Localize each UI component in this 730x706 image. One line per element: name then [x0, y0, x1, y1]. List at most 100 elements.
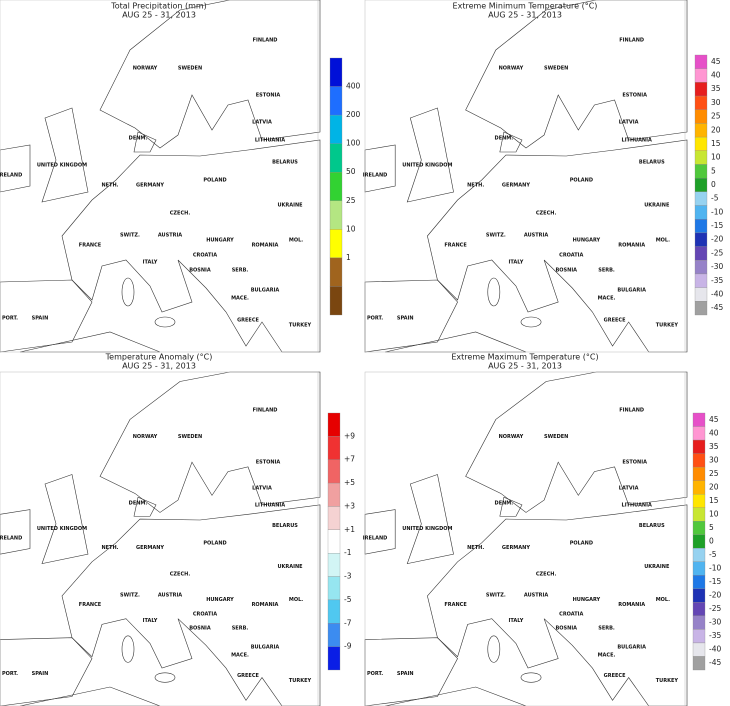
place-label: NORWAY: [133, 66, 158, 72]
coastline: [364, 0, 688, 353]
colorbar-label: 40: [709, 428, 719, 437]
colorbar-label: 200: [346, 110, 361, 119]
field-region: [365, 649, 458, 706]
place-label: SPAIN: [32, 316, 49, 322]
colorbar-cell: [692, 426, 706, 441]
colorbar-label: -5: [344, 595, 352, 604]
colorbar-label: -45: [709, 658, 721, 667]
place-label: PORT.: [2, 316, 18, 322]
colorbar-label: 35: [711, 84, 721, 93]
place-label: SERB.: [232, 626, 249, 632]
map: [364, 371, 688, 706]
colorbar-cell: [694, 68, 708, 83]
place-label: IRELAND: [363, 536, 388, 542]
colorbar-cell: [327, 623, 341, 647]
colorbar-cell: [692, 642, 706, 657]
colorbar-cell: [692, 507, 706, 522]
colorbar-cell: [692, 602, 706, 617]
land-base: [365, 0, 688, 352]
place-label: NETH.: [467, 545, 484, 551]
colorbar-label: 10: [709, 509, 719, 518]
place-label: LATVIA: [252, 120, 272, 126]
colorbar-label: -5: [711, 194, 719, 203]
colorbar-cell: [327, 553, 341, 577]
colorbar: 400 200 100 50 25 10 1: [329, 57, 361, 316]
map-panel: Extreme Maximum Temperature (°C)AUG 25 -…: [363, 353, 721, 706]
place-label: ROMANIA: [252, 243, 279, 249]
colorbar-label: 45: [709, 415, 719, 424]
place-label: MOL.: [656, 597, 670, 603]
map: [364, 0, 688, 353]
place-label: ESTONIA: [622, 93, 647, 99]
colorbar-cell: [694, 232, 708, 247]
colorbar-label: -25: [711, 248, 723, 257]
place-label: TURKEY: [289, 678, 312, 684]
place-label: FRANCE: [444, 602, 467, 608]
colorbar-label: 25: [711, 112, 721, 121]
place-label: SWITZ.: [486, 592, 506, 598]
colorbar-cell: [329, 172, 343, 201]
colorbar-cell: [329, 200, 343, 230]
colorbar-cell: [327, 482, 341, 507]
map-title: Temperature Anomaly (°C): [105, 353, 213, 362]
place-label: UKRAINE: [277, 564, 303, 570]
coastline: [0, 371, 321, 706]
place-label: BELARUS: [272, 160, 298, 166]
colorbar-cell: [327, 459, 341, 484]
colorbar-cell: [694, 191, 708, 206]
place-label: BOSNIA: [189, 626, 211, 632]
colorbar-cell: [694, 95, 708, 110]
colorbar-label: -7: [344, 618, 352, 627]
colorbar-label: -9: [344, 642, 352, 651]
place-label: SWEDEN: [178, 434, 202, 440]
place-label: CZECH.: [170, 211, 191, 217]
place-label: GREECE: [237, 318, 259, 324]
colorbar-cell: [694, 82, 708, 97]
colorbar-cell: [327, 646, 341, 671]
colorbar-label: -30: [711, 262, 723, 271]
place-label: LITHUANIA: [255, 502, 285, 508]
place-label: ROMANIA: [252, 602, 279, 608]
colorbar-label: -3: [344, 572, 352, 581]
place-label: NETH.: [101, 183, 118, 189]
colorbar-label: 0: [709, 537, 714, 546]
map-subtitle: AUG 25 - 31, 2013: [122, 11, 196, 20]
colorbar: 45 40 35 30 25 20 15 10 5 0 -5 -10 -15 -20 -25 -30 -35 -4…: [692, 412, 721, 671]
land-fill: [0, 0, 320, 352]
field-region: [0, 661, 32, 706]
place-label: ITALY: [509, 260, 524, 266]
colorbar-cell: [692, 466, 706, 481]
map: [0, 371, 321, 706]
colorbar-cell: [694, 246, 708, 261]
map-subtitle: AUG 25 - 31, 2013: [122, 362, 196, 371]
place-label: CZECH.: [536, 572, 557, 578]
colorbar-label: -45: [711, 303, 723, 312]
colorbar-label: -15: [711, 221, 723, 230]
place-label: GREECE: [604, 318, 626, 324]
place-label: UNITED KINGDOM: [402, 526, 452, 532]
place-label: AUSTRIA: [524, 592, 548, 598]
place-label: SPAIN: [397, 671, 414, 677]
colorbar-cell: [692, 561, 706, 576]
colorbar-cell: [694, 287, 708, 302]
colorbar-cell: [329, 57, 343, 87]
colorbar-cell: [694, 273, 708, 288]
colorbar-cell: [694, 109, 708, 124]
place-label: SWEDEN: [544, 66, 568, 72]
place-label: GREECE: [237, 673, 259, 679]
map: [0, 0, 321, 353]
place-label: TURKEY: [289, 323, 312, 329]
colorbar: 45 40 35 30 25 20 15 10 5 0 -5 -10 -15 -20 -25 -30 -35 -4…: [694, 54, 723, 316]
place-label: BELARUS: [272, 523, 298, 529]
map-panel: Total Precipitation (mm)AUG 25 - 31, 201…: [0, 0, 361, 353]
colorbar-label: 50: [346, 167, 356, 176]
place-label: SPAIN: [397, 316, 414, 322]
colorbar-label: -40: [709, 645, 721, 654]
place-label: ROMANIA: [618, 243, 645, 249]
place-label: BOSNIA: [555, 268, 577, 274]
place-label: MACE.: [231, 652, 249, 658]
colorbar-label: 35: [709, 442, 719, 451]
place-label: LITHUANIA: [255, 138, 285, 144]
colorbar-label: 20: [709, 482, 719, 491]
